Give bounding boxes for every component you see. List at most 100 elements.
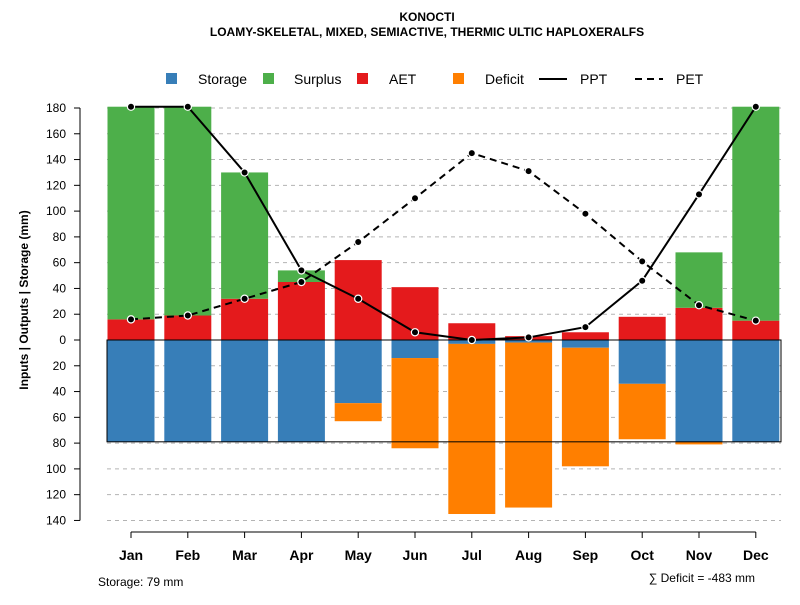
y-tick-label--60: 60 xyxy=(53,410,67,424)
y-tick-label-80: 80 xyxy=(53,230,67,244)
bar-storage-nov xyxy=(675,340,723,442)
pet-point-jul xyxy=(467,148,476,158)
x-tick-label-nov: Nov xyxy=(686,547,713,563)
y-tick-label--40: 40 xyxy=(53,385,67,399)
bar-aet-dec xyxy=(732,320,780,340)
x-tick-label-aug: Aug xyxy=(515,547,542,563)
y-tick-label--80: 80 xyxy=(53,436,67,450)
bar-deficit-oct xyxy=(618,383,666,440)
legend-swatch-storage xyxy=(166,73,177,84)
pet-point-feb xyxy=(183,311,192,320)
bar-storage-sep xyxy=(561,340,609,348)
bar-surplus-mar xyxy=(221,172,269,299)
legend-label-pet: PET xyxy=(676,71,704,87)
bar-aet-mar xyxy=(221,298,269,340)
pet-line xyxy=(130,151,757,322)
gridlines xyxy=(107,107,781,521)
legend-label-surplus: Surplus xyxy=(294,71,341,87)
ppt-point-dec xyxy=(751,102,761,111)
pet-point-sep xyxy=(581,209,590,218)
y-tick-label-140: 140 xyxy=(46,153,66,167)
legend-swatch-surplus xyxy=(263,73,274,84)
bar-aet-nov xyxy=(675,307,723,340)
y-tick-label-60: 60 xyxy=(53,256,67,270)
bar-storage-mar xyxy=(221,340,269,442)
legend-label-deficit: Deficit xyxy=(485,71,524,87)
bar-aet-oct xyxy=(618,316,666,340)
y-tick-label-40: 40 xyxy=(53,281,67,295)
y-tick-label-180: 180 xyxy=(46,101,66,115)
legend-label-storage: Storage xyxy=(198,71,247,87)
bar-storage-jan xyxy=(107,340,155,442)
legend-label-aet: AET xyxy=(389,71,417,87)
bar-surplus-jan xyxy=(107,106,155,320)
x-tick-label-mar: Mar xyxy=(232,547,257,563)
ppt-point-sep xyxy=(581,322,590,332)
bars xyxy=(106,106,782,515)
x-tick-label-dec: Dec xyxy=(743,547,769,563)
ppt-point-jul xyxy=(467,335,476,345)
x-tick-label-may: May xyxy=(345,547,372,563)
bar-deficit-nov xyxy=(675,441,723,445)
pet-point-jun xyxy=(410,194,420,203)
legend-swatch-aet xyxy=(357,73,368,84)
ppt-point-nov xyxy=(694,190,704,199)
bar-surplus-dec xyxy=(732,106,780,321)
axes: 180 160 140 120 100 80 60 40 20 0 20 40 60 80 100 120 14… xyxy=(46,101,769,563)
x-tick-label-sep: Sep xyxy=(573,547,599,563)
ppt-point-apr xyxy=(297,266,306,275)
x-tick-label-jul: Jul xyxy=(462,547,482,563)
bar-deficit-aug xyxy=(505,342,553,508)
chart-subtitle: LOAMY-SKELETAL, MIXED, SEMIACTIVE, THERM… xyxy=(210,25,644,39)
pet-point-mar xyxy=(240,294,249,303)
y-tick-label--140: 140 xyxy=(46,513,66,527)
ppt-point-oct xyxy=(638,276,647,285)
lines xyxy=(126,102,761,345)
y-tick-label-160: 160 xyxy=(46,127,66,141)
pet-point-oct xyxy=(638,257,647,266)
bar-surplus-nov xyxy=(675,252,723,308)
y-tick-label-0: 0 xyxy=(59,333,66,347)
pet-point-aug xyxy=(524,166,533,176)
y-tick-label-100: 100 xyxy=(46,204,66,218)
x-tick-label-jun: Jun xyxy=(403,547,428,563)
legend-swatch-deficit xyxy=(453,73,464,84)
pet-point-nov xyxy=(694,300,704,310)
bar-storage-dec xyxy=(732,340,780,442)
footer-storage: Storage: 79 mm xyxy=(98,575,183,589)
ppt-point-jan xyxy=(126,102,136,111)
ppt-line xyxy=(131,105,757,342)
ppt-point-mar xyxy=(240,168,249,177)
ppt-point-may xyxy=(354,294,363,303)
bar-deficit-jun xyxy=(391,358,439,449)
pet-point-may xyxy=(354,237,363,247)
bar-aet-apr xyxy=(277,281,325,340)
y-tick-label--100: 100 xyxy=(46,462,66,476)
bar-surplus-apr xyxy=(277,270,325,282)
ppt-point-feb xyxy=(183,102,192,111)
y-tick-label--20: 20 xyxy=(53,359,67,373)
pet-point-jan xyxy=(126,315,136,324)
bar-storage-jun xyxy=(391,340,439,359)
bar-aet-sep xyxy=(561,332,609,340)
pet-point-dec xyxy=(751,316,761,325)
pet-point-apr xyxy=(297,277,306,287)
chart-title: KONOCTI xyxy=(399,10,454,24)
footer-deficit: ∑ Deficit = -483 mm xyxy=(649,571,755,585)
y-tick-label--120: 120 xyxy=(46,488,66,502)
x-tick-label-apr: Apr xyxy=(289,547,314,563)
bar-storage-apr xyxy=(277,340,325,442)
bar-aet-jan xyxy=(107,319,155,340)
ppt-point-aug xyxy=(524,333,533,342)
ppt-point-jun xyxy=(410,328,420,337)
legend: Storage Surplus AET Deficit PPT PET xyxy=(166,71,704,87)
bar-storage-may xyxy=(334,340,382,404)
y-tick-label-120: 120 xyxy=(46,178,66,192)
legend-label-ppt: PPT xyxy=(580,71,608,87)
bar-storage-oct xyxy=(618,340,666,384)
y-axis-label: Inputs | Outputs | Storage (mm) xyxy=(17,210,31,389)
bar-deficit-jul xyxy=(448,343,496,515)
x-tick-label-jan: Jan xyxy=(119,547,143,563)
x-tick-label-feb: Feb xyxy=(175,547,200,563)
